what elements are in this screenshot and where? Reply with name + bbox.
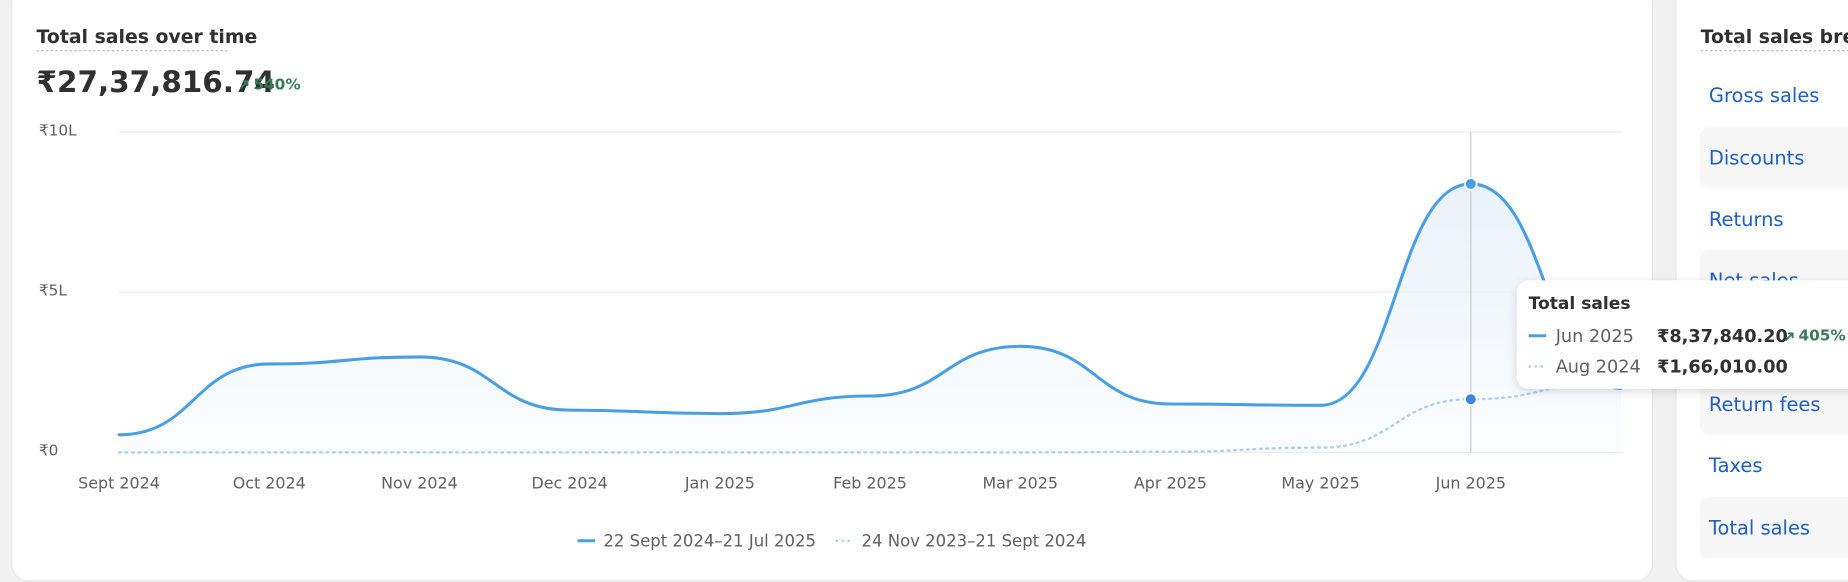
legend-label[interactable]: 24 Nov 2023–21 Sept 2024 xyxy=(862,531,1087,550)
breakdown-link[interactable]: Return fees xyxy=(1709,393,1821,416)
row-background xyxy=(1699,497,1848,559)
chart: ₹0 ₹5L ₹10L Sept 2024 Oct 2024 Nov 2024 Dec 20… xyxy=(39,121,1623,550)
breakdown-title[interactable]: Total sales brea xyxy=(1701,27,1848,48)
row-background xyxy=(1699,373,1848,435)
tooltip-box xyxy=(1516,280,1848,389)
x-tick-label: Sept 2024 xyxy=(78,474,160,493)
hover-point xyxy=(1464,177,1478,191)
x-tick-label: Oct 2024 xyxy=(233,474,306,493)
x-tick-label: Dec 2024 xyxy=(531,474,607,493)
x-tick-label: Nov 2024 xyxy=(381,474,458,493)
total-value: ₹27,37,816.74 xyxy=(37,65,275,99)
tooltip-title: Total sales xyxy=(1529,294,1631,314)
x-tick-label: May 2025 xyxy=(1281,474,1359,493)
legend-label[interactable]: 22 Sept 2024–21 Jul 2025 xyxy=(603,531,816,550)
x-tick-label: Mar 2025 xyxy=(982,474,1057,493)
tooltip-period: Aug 2024 xyxy=(1556,358,1641,378)
x-tick-label: Jun 2025 xyxy=(1435,474,1506,493)
y-tick-label: ₹10L xyxy=(39,121,77,139)
y-tick-label: ₹5L xyxy=(39,282,67,300)
breakdown-link[interactable]: Discounts xyxy=(1709,147,1804,170)
up-arrow xyxy=(239,80,249,90)
breakdown-link[interactable]: Total sales xyxy=(1708,516,1810,539)
tooltip-period: Jun 2025 xyxy=(1555,327,1634,347)
row-background xyxy=(1699,127,1848,189)
up-arrow xyxy=(1784,332,1794,342)
x-tick-label: Apr 2025 xyxy=(1134,474,1207,493)
tooltip-value: ₹8,37,840.20 xyxy=(1657,327,1788,347)
y-tick-label: ₹0 xyxy=(39,442,58,460)
card-title[interactable]: Total sales over time xyxy=(37,27,258,48)
series-line xyxy=(117,182,1623,437)
hover-point xyxy=(1464,392,1478,406)
breakdown-link[interactable]: Gross sales xyxy=(1709,84,1820,107)
tooltip: Total sales Jun 2025 ₹8,37,840.20 405% A… xyxy=(1516,280,1848,389)
tooltip-value: ₹1,66,010.00 xyxy=(1657,358,1788,378)
series-line xyxy=(117,379,1623,454)
breakdown-link[interactable]: Taxes xyxy=(1708,454,1763,477)
total-change: 540% xyxy=(253,75,300,93)
x-tick-label: Jan 2025 xyxy=(684,474,755,493)
breakdown-link[interactable]: Returns xyxy=(1709,208,1784,231)
tooltip-change: 405% xyxy=(1799,326,1846,344)
x-tick-label: Feb 2025 xyxy=(833,474,907,493)
